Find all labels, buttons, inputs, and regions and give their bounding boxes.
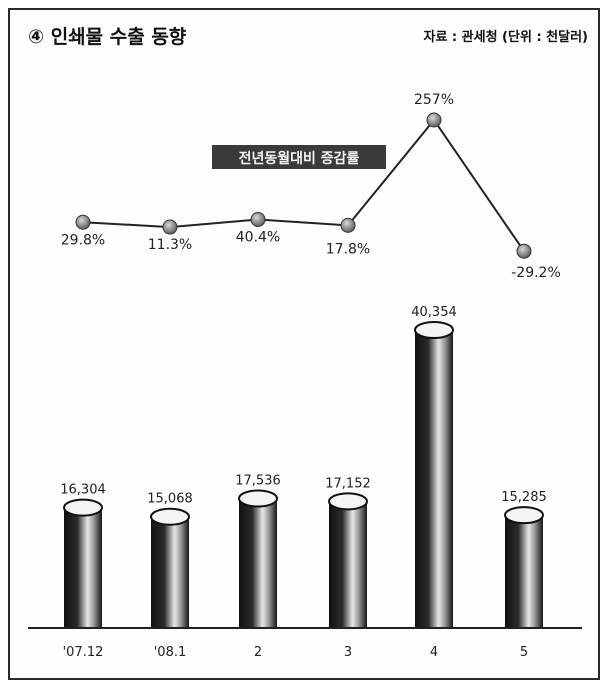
bar-value-label: 15,285 <box>501 490 547 505</box>
bar-4 <box>414 321 454 628</box>
x-tick-label: 5 <box>520 645 528 660</box>
bar-1 <box>150 507 190 628</box>
x-tick-label: '08.1 <box>154 645 187 660</box>
growth-line <box>82 118 525 252</box>
bar-2 <box>238 489 278 628</box>
growth-value-label: 17.8% <box>326 241 370 257</box>
x-tick-label: 4 <box>430 645 438 660</box>
bar-value-label: 17,152 <box>325 476 371 491</box>
growth-value-label: 11.3% <box>148 237 192 253</box>
growth-point <box>162 219 178 235</box>
bar-value-label: 15,068 <box>147 492 193 507</box>
chart-title: ④ 인쇄물 수출 동향 <box>28 26 187 48</box>
growth-point <box>516 243 532 259</box>
series-label-text: 전년동월대비 증감률 <box>239 150 360 167</box>
growth-point <box>340 217 356 233</box>
growth-point <box>75 214 91 230</box>
x-tick-label: '07.12 <box>63 645 104 660</box>
bar-0 <box>63 498 103 628</box>
bar-value-label: 16,304 <box>60 483 106 498</box>
growth-point <box>250 211 266 227</box>
source-note: 자료 : 관세청 (단위 : 천달러) <box>423 30 588 45</box>
growth-value-label: 40.4% <box>236 229 280 245</box>
bar-5 <box>504 506 544 628</box>
series-label: 전년동월대비 증감률 <box>212 145 386 169</box>
bar-value-label: 40,354 <box>411 305 457 320</box>
x-tick-label: 3 <box>344 645 352 660</box>
bar-value-label: 17,536 <box>235 474 281 489</box>
growth-value-label: -29.2% <box>511 265 561 281</box>
bar-3 <box>328 492 368 628</box>
x-tick-label: 2 <box>254 645 262 660</box>
growth-value-label: 29.8% <box>61 232 105 248</box>
growth-value-label: 257% <box>414 92 454 108</box>
growth-point <box>426 112 442 128</box>
chart-frame <box>8 8 600 680</box>
